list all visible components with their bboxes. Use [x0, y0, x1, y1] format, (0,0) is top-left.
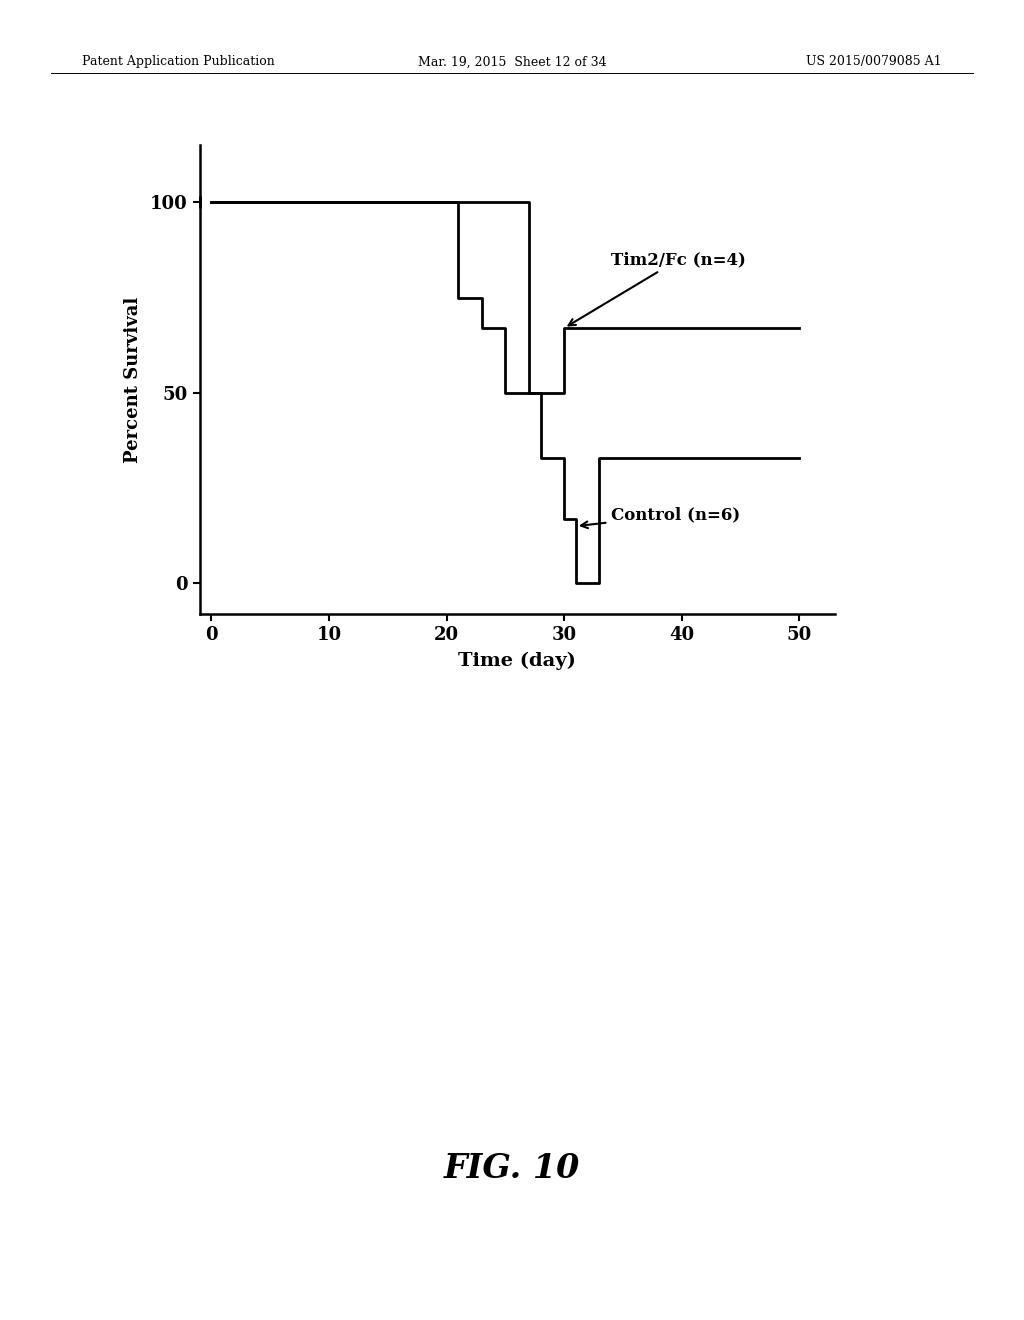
Text: Mar. 19, 2015  Sheet 12 of 34: Mar. 19, 2015 Sheet 12 of 34 [418, 55, 606, 69]
Text: FIG. 10: FIG. 10 [443, 1151, 581, 1185]
X-axis label: Time (day): Time (day) [458, 652, 577, 671]
Text: Tim2/Fc (n=4): Tim2/Fc (n=4) [568, 251, 746, 326]
Y-axis label: Percent Survival: Percent Survival [124, 297, 141, 462]
Text: US 2015/0079085 A1: US 2015/0079085 A1 [807, 55, 942, 69]
Text: Patent Application Publication: Patent Application Publication [82, 55, 274, 69]
Text: Control (n=6): Control (n=6) [581, 507, 740, 528]
